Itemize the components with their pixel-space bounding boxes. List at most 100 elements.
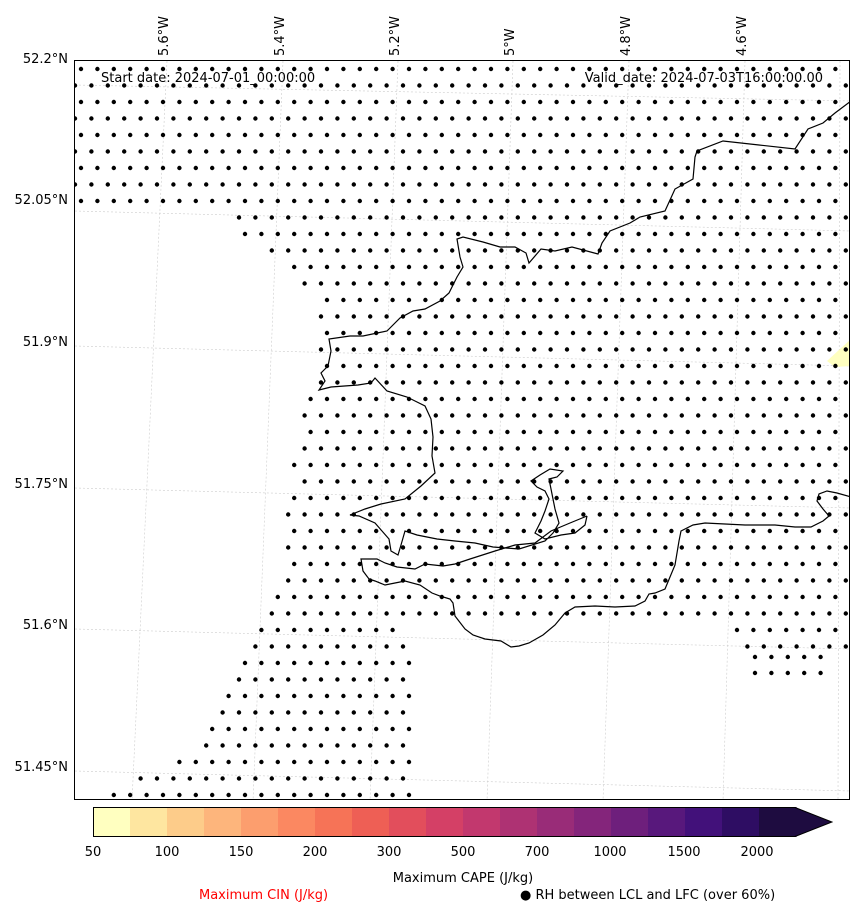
stipple-dot [827,446,832,451]
stipple-dot [374,561,379,567]
stipple-dot [499,314,504,319]
stipple-dot [646,314,652,319]
stipple-dot [351,248,356,253]
stipple-dot [357,264,362,270]
stipple-dot [734,297,740,303]
stipple-dot [351,578,356,583]
stipple-dot [111,792,116,798]
stipple-dot [696,578,701,583]
stipple-dot [351,776,356,781]
stipple-dot [308,759,313,765]
stipple-dot [614,149,619,154]
stipple-dot [308,495,313,501]
stipple-dot [226,99,231,105]
stipple-dot [286,182,291,187]
stipple-dot [351,644,356,649]
stipple-dot [286,83,291,88]
stipple-dot [302,413,307,418]
stipple-dot [450,116,455,121]
stipple-dot [810,611,816,616]
stipple-dot [357,462,362,468]
stipple-dot [226,693,231,699]
stipple-dot [521,396,526,402]
stipple-dot [351,182,356,187]
stipple-dot [515,314,520,319]
stipple-dot [433,149,438,154]
stipple-dot [532,380,537,385]
stipple-dot [554,495,559,501]
stipple-dot [702,165,707,171]
stipple-dot [318,446,324,451]
colorbar-segment [315,807,353,837]
stipple-dot [324,165,330,171]
stipple-dot [89,149,94,154]
stipple-dot [761,149,766,154]
cbar-tick-50: 50 [84,845,102,860]
stipple-dot [384,743,389,748]
stipple-dot [220,116,225,121]
stipple-dot [75,83,78,88]
stipple-dot [702,396,707,402]
stipple-dot [630,215,635,220]
stipple-dot [384,776,389,781]
stipple-dot [417,314,422,319]
stipple-dot [450,578,455,583]
stipple-dot [335,248,340,253]
stipple-dot [406,462,412,468]
stipple-dot [784,297,789,303]
stipple-dot [630,413,635,418]
stipple-dot [488,561,494,567]
stipple-dot [292,66,297,72]
stipple-dot [778,248,783,253]
stipple-dot [702,297,707,303]
stipple-dot [400,215,406,220]
stipple-dot [570,132,576,138]
stipple-dot [532,512,537,517]
stipple-dot [210,198,215,204]
stipple-dot [302,182,307,187]
stipple-dot [144,792,149,798]
stipple-dot [532,182,537,187]
stipple-dot [663,281,668,286]
stipple-dot [400,743,406,748]
stipple-dot [718,330,723,336]
stipple-dot [384,314,389,319]
stipple-dot [827,479,832,484]
stipple-dot [505,495,510,501]
stipple-dot [374,594,379,600]
stipple-dot [472,330,477,336]
stipple-dot [794,215,799,220]
stipple-dot [827,314,832,319]
stipple-dot [406,330,412,336]
stipple-dot [499,182,504,187]
stipple-dot [548,380,553,385]
stipple-dot [384,611,389,616]
stipple-dot [368,710,373,715]
stipple-dot [423,66,428,72]
stipple-dot [810,314,816,319]
stipple-dot [767,66,772,72]
stipple-dot [89,83,94,88]
stipple-dot [423,297,428,303]
stipple-dot [292,264,297,270]
stipple-dot [734,495,740,501]
stipple-dot [259,198,264,204]
stipple-dot [652,495,658,501]
stipple-dot [482,281,488,286]
stipple-dot [761,644,766,649]
stipple-dot [784,132,789,138]
stipple-dot [105,116,110,121]
stipple-dot [324,561,330,567]
stipple-dot [581,380,586,385]
stipple-dot [646,281,652,286]
map-frame[interactable]: Start date: 2024-07-01_00:00:00 Valid_da… [74,60,850,800]
stipple-dot [171,776,176,781]
stipple-dot [702,462,707,468]
stipple-dot [745,545,750,550]
stipple-dot [800,396,805,402]
stipple-dot [532,281,537,286]
stipple-dot [374,759,379,765]
stipple-dot [620,330,625,336]
stipple-dot [630,149,635,154]
stipple-dot [456,330,461,336]
